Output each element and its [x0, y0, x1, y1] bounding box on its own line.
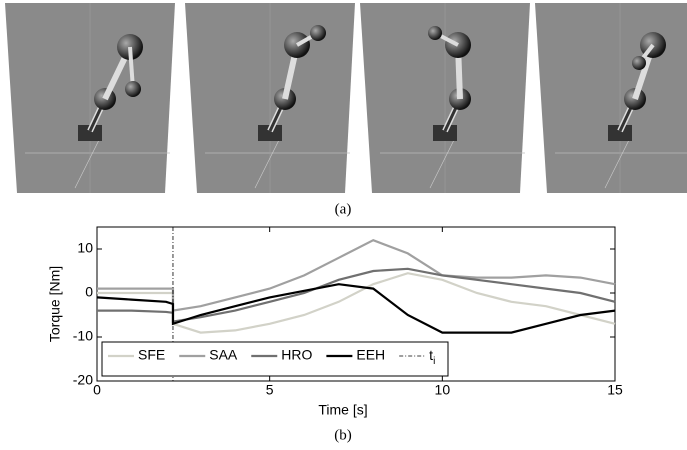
legend-label: SFE: [138, 347, 165, 363]
robot-snapshots: [5, 3, 687, 193]
legend-label: HRO: [281, 347, 312, 363]
legend-box: [101, 341, 449, 377]
y-tick-label: -20: [73, 372, 93, 388]
x-tick-label: 15: [607, 382, 623, 398]
legend-label: EEH: [356, 347, 385, 363]
legend-label: t: [429, 347, 433, 363]
x-tick-label: 0: [93, 382, 101, 398]
plot-area: 0 5 10 15 -20 -10 0 10 SFE SAA HRO EEH ti: [73, 226, 623, 398]
x-axis-label: Time [s]: [318, 402, 367, 418]
y-axis-label: Torque [Nm]: [47, 266, 63, 342]
y-tick-label: 0: [85, 284, 93, 300]
series-line: [97, 272, 616, 334]
series-line: [97, 238, 616, 312]
x-tick-label: 5: [266, 382, 274, 398]
x-tick-label: 10: [435, 382, 451, 398]
legend-label: SAA: [209, 347, 238, 363]
legend-subscript: i: [433, 356, 435, 367]
y-tick-label: -10: [73, 328, 93, 344]
legend-label: ti: [429, 347, 435, 367]
series-line: [96, 283, 616, 334]
y-tick-label: 10: [77, 240, 93, 256]
caption: (a): [335, 201, 352, 217]
caption: (b): [334, 427, 352, 443]
